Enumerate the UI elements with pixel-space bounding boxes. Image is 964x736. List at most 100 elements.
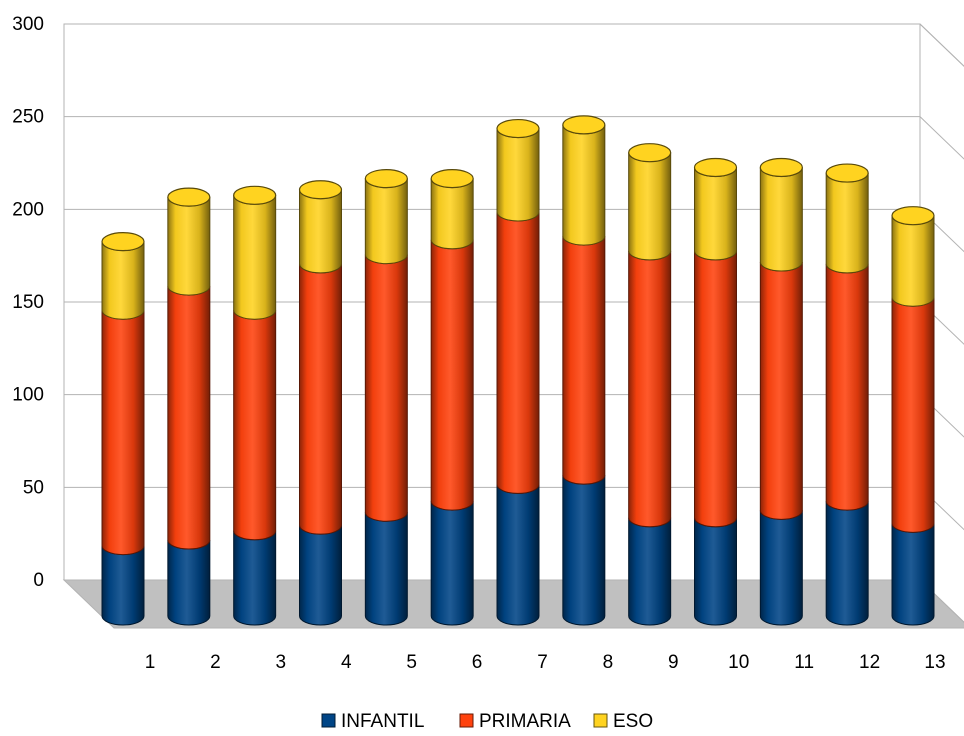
x-tick-label: 9	[668, 652, 679, 673]
legend-label: ESO	[613, 711, 653, 731]
bar-cap	[628, 143, 672, 163]
bar-stack-9	[628, 143, 672, 626]
bar-segment-eso	[299, 189, 342, 274]
legend: INFANTIL PRIMARIA ESO	[321, 711, 653, 732]
bar-segment-infantil	[759, 510, 803, 626]
bar-stack-7	[496, 118, 540, 626]
y-tick-label: 200	[12, 199, 44, 220]
bar-cap	[825, 163, 869, 183]
x-tick-label: 4	[341, 652, 352, 673]
bar-segment-primaria	[430, 239, 474, 511]
bar-cap	[167, 187, 211, 207]
legend-swatch	[321, 713, 336, 728]
x-tick-label: 7	[537, 652, 548, 673]
x-tick-label: 1	[145, 652, 156, 673]
x-tick-label: 13	[924, 652, 945, 673]
bar-segment-eso	[167, 197, 211, 296]
bar-segment-primaria	[825, 263, 869, 511]
bar-segment-eso	[825, 172, 869, 274]
bar-stack-1	[101, 232, 145, 626]
bar-segment-infantil	[825, 501, 869, 626]
bar-cap	[101, 232, 145, 252]
bar-segment-primaria	[299, 263, 342, 535]
y-tick-label: 0	[33, 570, 44, 591]
bar-stack-2	[167, 187, 211, 626]
x-tick-label: 12	[859, 652, 880, 673]
bar-segment-primaria	[628, 250, 672, 528]
bar-segment-primaria	[233, 310, 277, 541]
bar-segment-eso	[364, 178, 408, 265]
side-wall-edge	[919, 23, 964, 67]
bar-segment-primaria	[101, 310, 145, 556]
bar-segment-eso	[496, 128, 540, 222]
bar-segment-eso	[101, 241, 145, 320]
bar-cap	[759, 157, 803, 178]
bar-segment-infantil	[364, 512, 408, 626]
bar-stack-3	[233, 185, 277, 626]
bars	[101, 115, 935, 626]
bar-segment-primaria	[364, 254, 408, 522]
legend-label: PRIMARIA	[479, 711, 571, 731]
bar-segment-primaria	[759, 261, 803, 520]
x-tick-label: 11	[794, 652, 814, 673]
bar-segment-infantil	[101, 545, 145, 626]
legend-item-infantil: INFANTIL	[321, 711, 424, 732]
bar-cap	[693, 157, 738, 178]
bar-segment-primaria	[496, 211, 540, 494]
y-tick-label: 300	[12, 14, 44, 35]
bar-segment-eso	[759, 167, 803, 272]
bar-segment-primaria	[891, 297, 935, 533]
bar-stack-6	[430, 169, 474, 626]
bar-segment-infantil	[562, 475, 606, 626]
bar-segment-infantil	[891, 523, 935, 626]
legend-swatch	[459, 713, 474, 728]
bar-cap	[364, 169, 408, 189]
bar-stack-4	[298, 180, 343, 626]
x-axis-ticks: 1 2 3 4 5 6 7 8 9 10 11 12 13	[145, 652, 946, 673]
bar-cap	[562, 115, 606, 135]
bar-segment-eso	[891, 215, 935, 307]
bar-cap	[891, 206, 935, 226]
x-tick-label: 5	[406, 652, 417, 673]
x-tick-label: 10	[728, 652, 749, 673]
bar-segment-infantil	[299, 525, 342, 626]
x-tick-label: 6	[472, 652, 483, 673]
bar-segment-eso	[430, 178, 474, 250]
bar-segment-infantil	[167, 539, 211, 626]
bar-segment-infantil	[628, 517, 672, 626]
y-axis-ticks: 0 50 100 150 200 250 300	[12, 14, 44, 591]
y-tick-label: 50	[23, 477, 44, 498]
gridline-side	[919, 23, 964, 67]
bar-stack-5	[364, 169, 408, 626]
bar-segment-infantil	[694, 517, 737, 626]
legend-swatch	[593, 713, 608, 728]
bar-stack-10	[693, 157, 738, 626]
y-tick-label: 100	[12, 385, 44, 406]
x-tick-label: 2	[210, 652, 221, 673]
bar-segment-infantil	[496, 484, 540, 626]
legend-item-primaria: PRIMARIA	[459, 711, 571, 732]
bar-segment-eso	[562, 124, 606, 246]
bar-cap	[496, 118, 540, 139]
y-tick-label: 250	[12, 107, 44, 128]
x-tick-label: 3	[276, 652, 287, 673]
bar-cap	[233, 185, 277, 205]
bar-segment-infantil	[233, 530, 277, 626]
bar-stack-8	[562, 115, 606, 626]
bar-segment-primaria	[167, 286, 211, 550]
bar-stack-12	[825, 163, 869, 626]
bar-stack-13	[891, 206, 935, 626]
y-tick-label: 150	[12, 292, 44, 313]
bar-cap	[430, 169, 474, 189]
bar-segment-eso	[628, 152, 672, 261]
legend-item-eso: ESO	[593, 711, 653, 732]
bar-segment-eso	[694, 167, 737, 261]
bar-segment-infantil	[430, 501, 474, 626]
bar-segment-eso	[233, 195, 277, 320]
bar-cap	[298, 180, 343, 200]
bar-stack-11	[759, 157, 803, 626]
bar-segment-primaria	[562, 235, 606, 485]
x-tick-label: 8	[603, 652, 614, 673]
